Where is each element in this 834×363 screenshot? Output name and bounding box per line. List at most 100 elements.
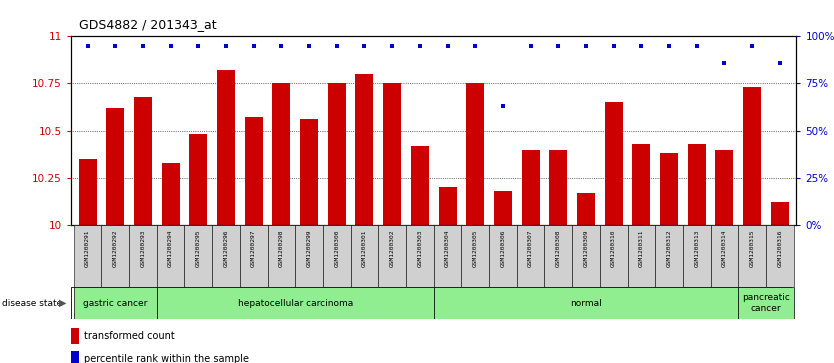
Bar: [406, 225, 434, 287]
Bar: [71, 351, 79, 363]
Bar: [632, 144, 651, 225]
Text: percentile rank within the sample: percentile rank within the sample: [84, 354, 249, 363]
Text: transformed count: transformed count: [84, 331, 175, 341]
Text: GSM1200306: GSM1200306: [500, 230, 505, 268]
Bar: [716, 150, 733, 225]
Point: [136, 43, 149, 49]
Text: GSM1200296: GSM1200296: [224, 230, 229, 268]
Bar: [71, 328, 79, 344]
Bar: [600, 225, 627, 287]
Text: GDS4882 / 201343_at: GDS4882 / 201343_at: [79, 18, 217, 31]
Text: GSM1200298: GSM1200298: [279, 230, 284, 268]
Text: GSM1200292: GSM1200292: [113, 230, 118, 268]
Text: GSM1200305: GSM1200305: [473, 230, 478, 268]
Text: GSM1200303: GSM1200303: [417, 230, 422, 268]
Text: GSM1200312: GSM1200312: [666, 230, 671, 268]
Point: [662, 43, 676, 49]
Bar: [766, 225, 794, 287]
Point: [358, 43, 371, 49]
Text: ▶: ▶: [59, 298, 67, 308]
Bar: [656, 225, 683, 287]
Bar: [577, 193, 595, 225]
Point: [580, 43, 593, 49]
Text: GSM1200302: GSM1200302: [389, 230, 394, 268]
Text: gastric cancer: gastric cancer: [83, 299, 148, 307]
Bar: [162, 163, 179, 225]
Point: [108, 43, 122, 49]
Bar: [545, 225, 572, 287]
Bar: [461, 225, 489, 287]
Text: GSM1200314: GSM1200314: [722, 230, 727, 268]
Bar: [711, 225, 738, 287]
Text: GSM1200295: GSM1200295: [196, 230, 201, 268]
Bar: [379, 225, 406, 287]
Bar: [244, 118, 263, 225]
Bar: [771, 203, 789, 225]
Bar: [355, 74, 374, 225]
Bar: [323, 225, 350, 287]
Point: [551, 43, 565, 49]
Text: GSM1200291: GSM1200291: [85, 230, 90, 268]
Bar: [217, 70, 235, 225]
Text: GSM1200300: GSM1200300: [334, 230, 339, 268]
Text: GSM1200294: GSM1200294: [168, 230, 173, 268]
Bar: [605, 102, 623, 225]
Text: GSM1200311: GSM1200311: [639, 230, 644, 268]
Point: [192, 43, 205, 49]
Point: [219, 43, 233, 49]
Text: GSM1200293: GSM1200293: [140, 230, 145, 268]
Bar: [743, 87, 761, 225]
Point: [496, 103, 510, 109]
Bar: [550, 150, 567, 225]
Point: [413, 43, 426, 49]
Bar: [73, 287, 157, 319]
Bar: [78, 159, 97, 225]
Text: GSM1200304: GSM1200304: [445, 230, 450, 268]
Text: disease state: disease state: [2, 299, 62, 307]
Text: GSM1200310: GSM1200310: [611, 230, 616, 268]
Bar: [434, 225, 461, 287]
Bar: [660, 153, 678, 225]
Point: [773, 60, 786, 66]
Text: GSM1200313: GSM1200313: [694, 230, 699, 268]
Bar: [273, 83, 290, 225]
Point: [330, 43, 344, 49]
Point: [607, 43, 620, 49]
Point: [247, 43, 260, 49]
Bar: [738, 225, 766, 287]
Bar: [212, 225, 240, 287]
Bar: [683, 225, 711, 287]
Bar: [466, 83, 485, 225]
Point: [441, 43, 455, 49]
Bar: [572, 225, 600, 287]
Point: [385, 43, 399, 49]
Point: [469, 43, 482, 49]
Bar: [434, 287, 738, 319]
Bar: [240, 225, 268, 287]
Text: GSM1200307: GSM1200307: [528, 230, 533, 268]
Bar: [129, 225, 157, 287]
Point: [746, 43, 759, 49]
Bar: [102, 225, 129, 287]
Bar: [106, 108, 124, 225]
Text: GSM1200299: GSM1200299: [307, 230, 312, 268]
Bar: [688, 144, 706, 225]
Bar: [494, 191, 512, 225]
Bar: [383, 83, 401, 225]
Bar: [411, 146, 429, 225]
Bar: [627, 225, 656, 287]
Bar: [157, 287, 434, 319]
Point: [690, 43, 703, 49]
Text: GSM1200297: GSM1200297: [251, 230, 256, 268]
Point: [524, 43, 537, 49]
Text: GSM1200309: GSM1200309: [584, 230, 589, 268]
Bar: [489, 225, 517, 287]
Text: GSM1200316: GSM1200316: [777, 230, 782, 268]
Text: GSM1200315: GSM1200315: [750, 230, 755, 268]
Bar: [517, 225, 545, 287]
Text: GSM1200301: GSM1200301: [362, 230, 367, 268]
Text: normal: normal: [570, 299, 602, 307]
Text: GSM1200308: GSM1200308: [555, 230, 560, 268]
Bar: [189, 134, 208, 225]
Bar: [295, 225, 323, 287]
